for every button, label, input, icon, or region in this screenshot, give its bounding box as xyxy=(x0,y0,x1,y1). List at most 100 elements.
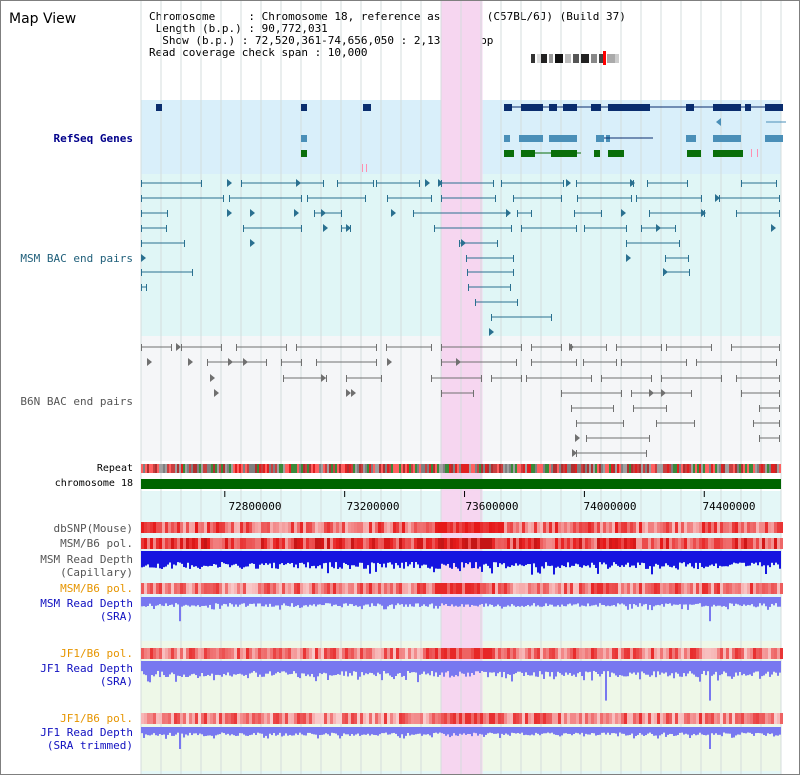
dbsnp-heat-cell xyxy=(780,522,783,533)
jf1-sra-depth-bar xyxy=(631,661,633,674)
msm-bac-label[interactable]: MSM BAC end pairs xyxy=(20,252,133,265)
jf1-sra-depth-bar xyxy=(439,661,441,675)
jf1-b6-pol-heat-cell xyxy=(600,648,603,659)
msm-capillary-depth-bar xyxy=(345,551,347,565)
msm-capillary-depth-bar xyxy=(309,551,311,569)
jf1-b6-pol-heat-cell xyxy=(189,648,192,659)
msm-sra-depth-bar xyxy=(653,597,655,607)
repeat-element xyxy=(237,464,239,473)
dbsnp-label[interactable]: dbSNP(Mouse) xyxy=(53,522,133,535)
msm-b6-pol-heat-cell-2 xyxy=(768,583,771,594)
msm-sra-depth-bar xyxy=(731,597,733,604)
jf1-sra-depth-bar xyxy=(287,661,289,675)
jf1-b6-pol-heat-cell-2 xyxy=(411,713,414,724)
msm-sra-depth-bar xyxy=(537,597,539,606)
jf1-b6-pol-heat-cell xyxy=(249,648,252,659)
msm-b6-pol-heat-cell-2 xyxy=(174,583,177,594)
jf1-b6-pol-heat-cell-2 xyxy=(675,713,678,724)
msm-capillary-depth-bar xyxy=(259,551,261,565)
jf1-sra-depth-bar xyxy=(509,661,511,675)
jf1-sra-depth-bar xyxy=(299,661,301,679)
repeat-element xyxy=(225,464,227,473)
dbsnp-heat-cell xyxy=(267,522,270,533)
msm-depth-sra-label-2[interactable]: (SRA) xyxy=(99,610,133,623)
msm-b6-pol-label-1[interactable]: MSM/B6 pol. xyxy=(60,537,133,550)
msm-b6-pol-heat-cell xyxy=(423,538,426,549)
jf1-sra-depth-bar xyxy=(367,661,369,675)
msm-sra-depth-bar xyxy=(701,597,703,607)
jf1-b6-pol-heat-cell-2 xyxy=(252,713,255,724)
msm-sra-depth-bar xyxy=(549,597,551,605)
msm-depth-capillary-label-2[interactable]: (Capillary) xyxy=(60,566,133,579)
repeat-element xyxy=(155,464,157,473)
msm-sra-depth-bar xyxy=(627,597,629,610)
jf1-sra-depth-bar xyxy=(147,661,149,682)
refseq-gene-row2 xyxy=(765,135,783,142)
jf1-b6-pol-heat-cell-2 xyxy=(717,713,720,724)
jf1-trimmed-depth-bar xyxy=(263,727,265,738)
jf1-b6-pol-heat-cell xyxy=(375,648,378,659)
jf1-depth-sra-label-1[interactable]: JF1 Read Depth xyxy=(40,662,133,675)
jf1-sra-depth-bar xyxy=(613,661,615,674)
jf1-sra-depth-bar xyxy=(327,661,329,681)
msm-sra-depth-bar xyxy=(453,597,455,607)
repeat-element xyxy=(325,464,327,473)
msm-sra-depth-bar xyxy=(707,597,709,607)
repeat-element xyxy=(411,464,413,473)
msm-b6-pol-heat-cell-2 xyxy=(279,583,282,594)
msm-b6-pol-heat-cell xyxy=(324,538,327,549)
msm-b6-pol-heat-cell-2 xyxy=(198,583,201,594)
msm-capillary-depth-bar xyxy=(221,551,223,563)
msm-b6-pol-heat-cell-2 xyxy=(504,583,507,594)
msm-capillary-depth-bar xyxy=(523,551,525,567)
jf1-trimmed-depth-bar xyxy=(601,727,603,733)
msm-b6-pol-heat-cell-2 xyxy=(582,583,585,594)
msm-b6-pol-heat-cell-2 xyxy=(285,583,288,594)
msm-capillary-depth-bar xyxy=(337,551,339,569)
msm-capillary-depth-bar xyxy=(775,551,777,563)
msm-b6-pol-heat-cell-2 xyxy=(207,583,210,594)
repeat-element xyxy=(587,464,589,473)
jf1-depth-trim-label-1[interactable]: JF1 Read Depth xyxy=(40,726,133,739)
jf1-b6-pol-heat-cell-2 xyxy=(768,713,771,724)
repeat-element xyxy=(263,464,265,473)
msm-capillary-depth-bar xyxy=(419,551,421,569)
jf1-sra-depth-bar xyxy=(653,661,655,672)
dbsnp-heat-cell xyxy=(399,522,402,533)
repeat-element xyxy=(275,464,277,473)
jf1-trimmed-depth-bar xyxy=(717,727,719,735)
bac-end-marker xyxy=(227,209,232,217)
jf1-b6-pol-heat-cell xyxy=(522,648,525,659)
msm-sra-depth-bar xyxy=(505,597,507,607)
msm-b6-pol-heat-cell xyxy=(687,538,690,549)
jf1-b6-pol-label-2[interactable]: JF1/B6 pol. xyxy=(60,712,133,725)
msm-b6-pol-heat-cell xyxy=(231,538,234,549)
jf1-b6-pol-heat-cell xyxy=(675,648,678,659)
dbsnp-heat-cell xyxy=(222,522,225,533)
jf1-b6-pol-label-1[interactable]: JF1/B6 pol. xyxy=(60,647,133,660)
refseq-genes-label[interactable]: RefSeq Genes xyxy=(53,132,133,145)
dbsnp-heat-cell xyxy=(699,522,702,533)
msm-capillary-depth-bar xyxy=(629,551,631,568)
repeat-element xyxy=(743,464,745,473)
msm-b6-pol-heat-cell-2 xyxy=(678,583,681,594)
msm-depth-sra-label-1[interactable]: MSM Read Depth xyxy=(40,597,133,610)
jf1-b6-pol-heat-cell-2 xyxy=(687,713,690,724)
repeat-element xyxy=(271,464,273,473)
jf1-b6-pol-heat-cell-2 xyxy=(243,713,246,724)
jf1-sra-depth-bar xyxy=(657,661,659,672)
msm-b6-pol-heat-cell xyxy=(330,538,333,549)
msm-b6-pol-label-2[interactable]: MSM/B6 pol. xyxy=(60,582,133,595)
msm-sra-depth-bar xyxy=(665,597,667,604)
jf1-trimmed-depth-bar xyxy=(713,727,715,735)
jf1-b6-pol-heat-cell xyxy=(273,648,276,659)
msm-capillary-depth-bar xyxy=(347,551,349,566)
repeat-element xyxy=(373,464,375,473)
jf1-depth-sra-label-2[interactable]: (SRA) xyxy=(99,675,133,688)
dbsnp-heat-cell xyxy=(159,522,162,533)
jf1-b6-pol-heat-cell xyxy=(765,648,768,659)
b6n-bac-label[interactable]: B6N BAC end pairs xyxy=(20,395,133,408)
jf1-depth-trim-label-2[interactable]: (SRA trimmed) xyxy=(46,739,133,752)
msm-depth-capillary-label-1[interactable]: MSM Read Depth xyxy=(40,553,133,566)
